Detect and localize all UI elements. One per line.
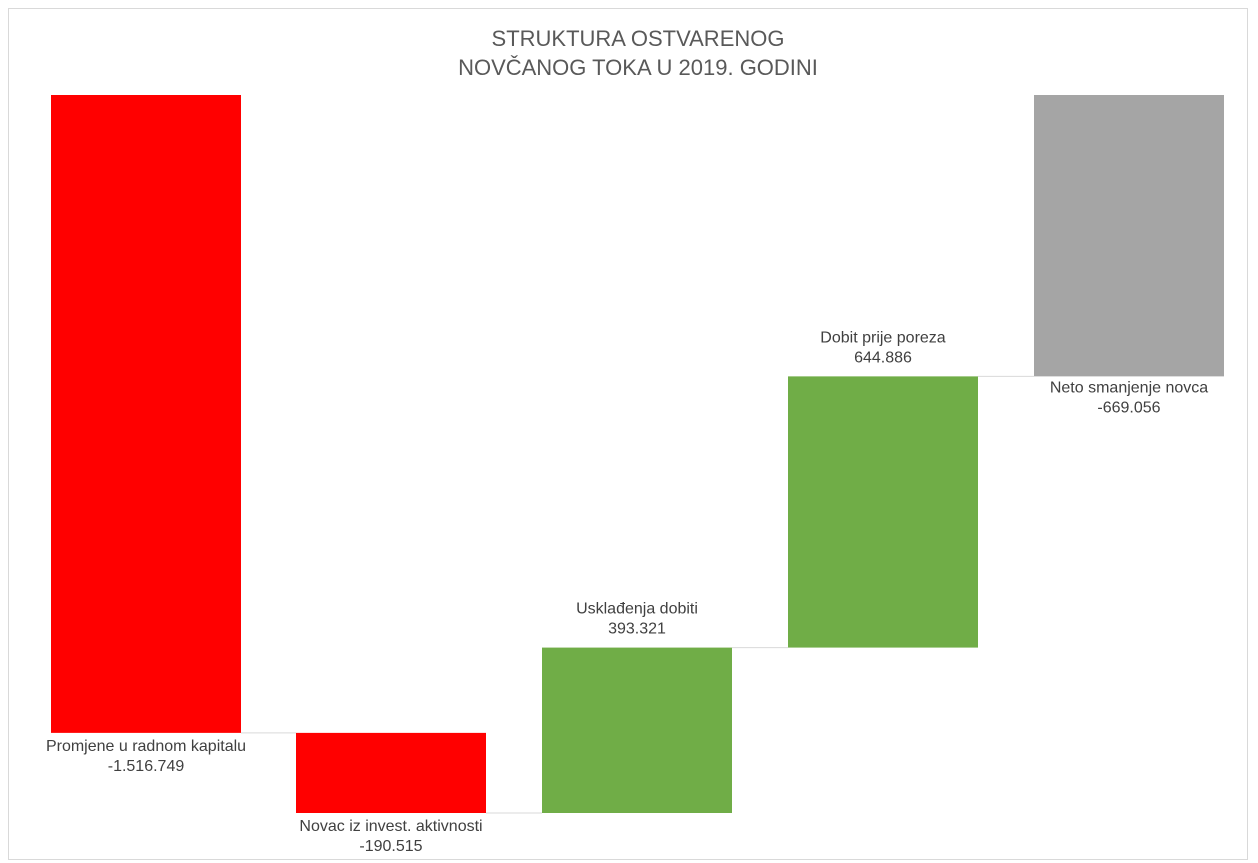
bar-4 [788,376,978,648]
value-label: 393.321 [608,621,666,638]
bar-5 [1034,95,1224,377]
value-label: -669.056 [1097,399,1160,416]
chart-title-line-1: STRUKTURA OSTVARENOG [491,26,785,51]
category-label: Novac iz invest. aktivnosti [299,818,482,835]
chart-title: STRUKTURA OSTVARENOG NOVČANOG TOKA U 201… [0,24,1258,82]
bar-1 [51,95,241,733]
chart-title-line-2: NOVČANOG TOKA U 2019. GODINI [458,55,818,80]
value-label: -190.515 [359,838,422,855]
value-label: -1.516.749 [108,758,185,775]
bar-2 [296,732,486,813]
value-label: 644.886 [854,349,912,366]
category-label: Promjene u radnom kapitalu [46,738,246,755]
category-label: Dobit prije poreza [820,329,946,346]
category-label: Neto smanjenje novca [1050,379,1208,396]
category-label: Usklađenja dobiti [576,601,698,618]
bar-3 [542,647,732,813]
